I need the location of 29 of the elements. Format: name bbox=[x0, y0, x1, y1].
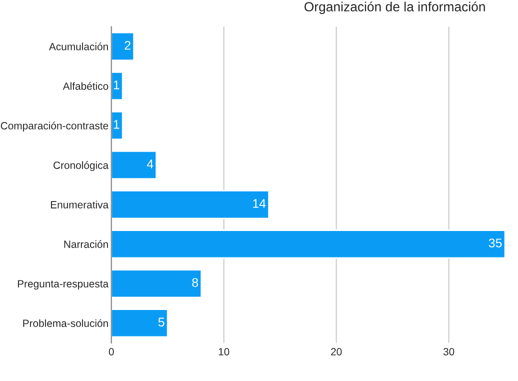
bar bbox=[111, 190, 270, 220]
bar bbox=[111, 32, 135, 61]
chart-title: Organización de la información bbox=[304, 2, 485, 14]
y-tick-label: Pregunta-respuesta bbox=[18, 280, 109, 290]
data-label: 8 bbox=[192, 278, 198, 287]
data-label: 35 bbox=[488, 238, 502, 248]
bar bbox=[111, 110, 124, 140]
y-tick-label: Narración bbox=[64, 240, 108, 248]
bar bbox=[111, 71, 124, 100]
x-tick-label: 20 bbox=[331, 348, 342, 356]
x-tick-label: 10 bbox=[218, 348, 230, 356]
data-label: 14 bbox=[253, 199, 266, 208]
data-label: 5 bbox=[158, 318, 164, 326]
bar bbox=[111, 150, 158, 180]
bar bbox=[111, 269, 202, 298]
data-label: 1 bbox=[114, 80, 120, 90]
data-label: 2 bbox=[124, 40, 130, 50]
y-tick-label: Acumulación bbox=[48, 42, 108, 50]
y-tick-label: Enumerativa bbox=[50, 200, 109, 208]
y-tick-label: Cronológica bbox=[54, 161, 109, 172]
x-tick-label: 30 bbox=[443, 348, 454, 356]
x-tick-label: 0 bbox=[108, 348, 114, 356]
bar bbox=[111, 308, 168, 338]
bar bbox=[111, 230, 506, 259]
y-tick-label: Alfabético bbox=[62, 82, 108, 90]
data-label: 1 bbox=[114, 120, 120, 129]
y-tick-label: Comparación-contraste bbox=[0, 122, 108, 132]
y-tick-label: Problema-solución bbox=[23, 319, 108, 328]
data-label: 4 bbox=[146, 160, 154, 168]
